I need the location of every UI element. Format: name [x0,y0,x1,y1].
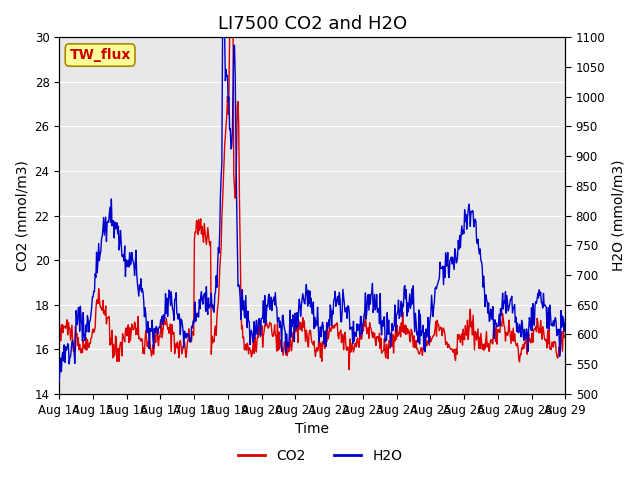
Title: LI7500 CO2 and H2O: LI7500 CO2 and H2O [218,15,407,33]
Text: TW_flux: TW_flux [69,48,131,62]
Y-axis label: H2O (mmol/m3): H2O (mmol/m3) [611,160,625,271]
Y-axis label: CO2 (mmol/m3): CO2 (mmol/m3) [15,160,29,271]
X-axis label: Time: Time [295,422,329,436]
Legend: CO2, H2O: CO2, H2O [232,443,408,468]
